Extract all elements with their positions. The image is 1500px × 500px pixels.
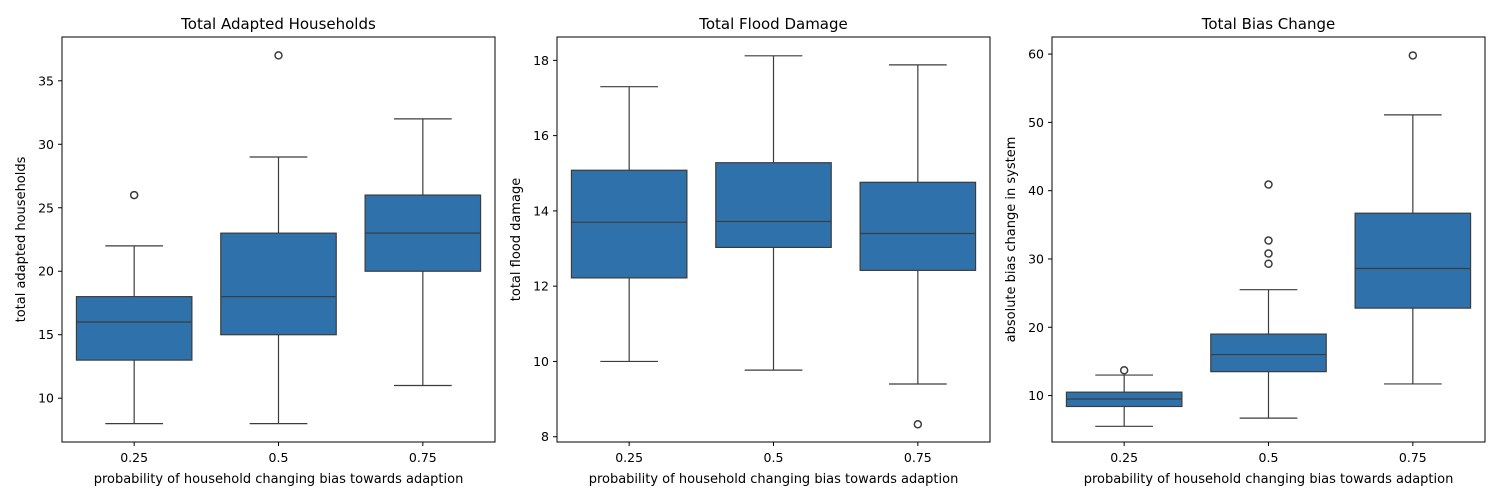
y-tick-label: 20 (38, 264, 54, 279)
x-tick-label: 0.5 (764, 450, 784, 465)
y-axis-label: total adapted households (14, 156, 29, 322)
box-iqr (859, 181, 977, 271)
y-tick-label: 20 (1028, 320, 1044, 335)
y-tick-label: 18 (533, 53, 549, 68)
panel-flood-damage: Total Flood Damage probability of househ… (509, 15, 991, 487)
axes-frame (61, 36, 496, 443)
x-tick-label: 0.5 (1259, 450, 1279, 465)
y-tick-label: 40 (1028, 183, 1044, 198)
y-axis-label: total flood damage (509, 178, 524, 301)
x-tick-label: 0.25 (615, 450, 643, 465)
y-tick-label: 8 (541, 429, 549, 444)
y-tick-label: 50 (1028, 115, 1044, 130)
outlier-point (1264, 236, 1273, 245)
chart-title: Total Bias Change (1201, 15, 1335, 33)
y-tick-label: 10 (38, 391, 54, 406)
outlier-point (913, 420, 923, 429)
box-iqr (75, 296, 193, 361)
box-iqr (1210, 333, 1327, 373)
panel-adapted-households: Total Adapted Households probability of … (14, 15, 496, 487)
x-axis-label: probability of household changing bias t… (94, 472, 464, 487)
y-tick-label: 25 (38, 200, 54, 215)
x-tick-label: 0.75 (1399, 450, 1427, 465)
axes-frame (556, 36, 991, 443)
y-tick-label: 16 (533, 128, 549, 143)
y-tick-label: 30 (1028, 251, 1044, 266)
y-tick-label: 35 (38, 73, 54, 88)
outlier-point (274, 51, 283, 60)
y-tick-label: 14 (533, 203, 549, 218)
box-iqr (570, 169, 688, 279)
x-tick-label: 0.25 (120, 450, 148, 465)
outlier-point (1264, 180, 1273, 189)
axes-frame (1051, 36, 1486, 443)
outlier-point (1119, 366, 1129, 375)
x-axis-label: probability of household changing bias t… (1084, 472, 1454, 487)
outlier-point (1408, 51, 1418, 60)
y-tick-label: 10 (533, 354, 549, 369)
y-tick-label: 60 (1028, 47, 1044, 62)
y-tick-label: 10 (1028, 388, 1044, 403)
x-tick-label: 0.5 (269, 450, 289, 465)
box-iqr (220, 232, 337, 336)
x-axis-label: probability of household changing bias t… (589, 472, 959, 487)
chart-title: Total Flood Damage (698, 15, 848, 33)
chart-title: Total Adapted Households (180, 15, 376, 33)
y-tick-label: 15 (38, 327, 54, 342)
outlier-point (1264, 259, 1273, 268)
box-iqr (1354, 212, 1472, 309)
y-tick-label: 30 (38, 137, 54, 152)
outlier-point (1264, 249, 1273, 258)
y-tick-label: 12 (533, 279, 549, 294)
x-tick-label: 0.75 (904, 450, 932, 465)
x-tick-label: 0.75 (409, 450, 437, 465)
panel-bias-change: Total Bias Change probability of househo… (1004, 15, 1486, 487)
x-tick-label: 0.25 (1110, 450, 1138, 465)
outlier-point (129, 190, 139, 200)
box-iqr (715, 162, 832, 249)
y-axis-label: absolute bias change in system (1004, 137, 1019, 343)
